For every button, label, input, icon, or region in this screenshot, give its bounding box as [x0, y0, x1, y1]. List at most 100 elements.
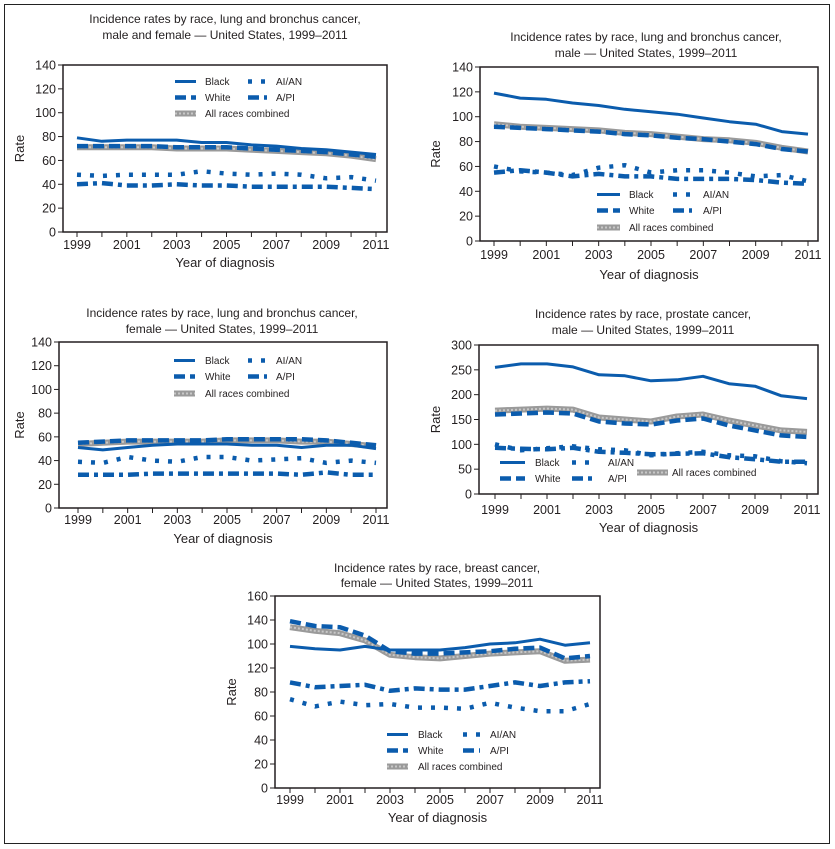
y-tick-label: 60 — [38, 430, 52, 444]
x-tick-label: 2009 — [312, 238, 340, 252]
x-tick-label: 2007 — [689, 503, 717, 517]
series-line-api — [493, 167, 809, 187]
x-tick-label: 2003 — [376, 793, 404, 807]
y-axis-label: Rate — [428, 406, 443, 433]
legend-label-aian: AI/AN — [703, 190, 729, 201]
x-tick-label: 2003 — [163, 513, 191, 527]
series-line-all — [494, 405, 808, 435]
chart-4: Incidence rates by race, breast cancer,f… — [224, 561, 603, 825]
x-tick-label: 2003 — [585, 503, 613, 517]
x-tick-label: 2001 — [532, 248, 560, 262]
x-axis-label: Year of diagnosis — [388, 810, 488, 825]
chart-2: Incidence rates by race, lung and bronch… — [12, 306, 389, 546]
x-tick-label: 2001 — [326, 793, 354, 807]
y-tick-label: 20 — [459, 210, 473, 224]
legend-label-black: Black — [418, 730, 443, 741]
series-line-api — [494, 445, 807, 464]
y-tick-label: 60 — [254, 710, 268, 724]
legend-label-all: All races combined — [629, 223, 713, 234]
y-tick-label: 140 — [452, 61, 473, 75]
chart-3: Incidence rates by race, prostate cancer… — [428, 307, 820, 535]
x-tick-label: 2011 — [363, 238, 390, 252]
series-line-white — [494, 410, 808, 440]
y-tick-label: 140 — [247, 614, 268, 628]
y-tick-label: 140 — [31, 336, 52, 350]
legend-label-white: White — [418, 746, 444, 757]
series-line-black — [77, 442, 377, 452]
legend: Black White AI/AN A/PI All races combined — [500, 458, 756, 485]
y-tick-label: 100 — [452, 110, 473, 124]
y-tick-label: 60 — [42, 154, 56, 168]
chart-1: Incidence rates by race, lung and bronch… — [428, 30, 821, 282]
legend: Black White AI/AN A/PI All races combined — [387, 730, 516, 773]
y-tick-label: 140 — [35, 59, 56, 73]
x-axis-label: Year of diagnosis — [175, 255, 275, 270]
chart-title: male — United States, 1999–2011 — [555, 46, 738, 60]
x-tick-label: 1999 — [64, 513, 92, 527]
x-tick-label: 2011 — [794, 503, 821, 517]
y-tick-label: 20 — [42, 202, 56, 216]
series-line-black — [494, 362, 808, 401]
y-tick-label: 80 — [254, 686, 268, 700]
x-tick-label: 2009 — [741, 503, 769, 517]
legend-label-all: All races combined — [418, 762, 502, 773]
x-axis-label: Year of diagnosis — [599, 267, 699, 282]
x-tick-label: 1999 — [481, 503, 509, 517]
y-tick-label: 40 — [254, 734, 268, 748]
legend-label-aian: AI/AN — [608, 458, 634, 469]
chart-title: male — United States, 1999–2011 — [552, 323, 735, 337]
series-line-black — [493, 91, 809, 136]
legend-label-black: Black — [629, 190, 654, 201]
legend-label-white: White — [205, 372, 231, 383]
y-tick-label: 80 — [38, 407, 52, 421]
y-axis-label: Rate — [12, 135, 27, 162]
x-tick-label: 2005 — [213, 238, 241, 252]
x-tick-label: 2007 — [262, 238, 290, 252]
legend: Black White AI/AN A/PI All races combined — [597, 190, 729, 234]
x-tick-label: 2005 — [426, 793, 454, 807]
legend-label-black: Black — [205, 356, 230, 367]
x-tick-label: 2003 — [163, 238, 191, 252]
legend-label-api: A/PI — [490, 746, 509, 757]
series-line-api — [78, 470, 376, 478]
y-tick-label: 150 — [451, 413, 472, 427]
y-tick-label: 0 — [49, 226, 56, 240]
x-tick-label: 1999 — [276, 793, 304, 807]
x-tick-label: 2003 — [585, 248, 613, 262]
series-line-black — [76, 136, 377, 156]
x-tick-label: 2005 — [213, 513, 241, 527]
chart-title: Incidence rates by race, breast cancer, — [334, 561, 540, 575]
chart-title: Incidence rates by race, lung and bronch… — [89, 12, 361, 26]
series-line-white — [289, 618, 591, 661]
x-tick-label: 2011 — [363, 513, 390, 527]
series-line-aian — [76, 168, 377, 183]
y-tick-label: 120 — [35, 82, 56, 96]
x-tick-label: 1999 — [480, 248, 508, 262]
legend-label-api: A/PI — [703, 206, 722, 217]
legend-label-aian: AI/AN — [490, 730, 516, 741]
y-tick-label: 100 — [247, 638, 268, 652]
x-tick-label: 2005 — [637, 503, 665, 517]
x-tick-label: 2007 — [476, 793, 504, 807]
y-axis-label: Rate — [12, 411, 27, 438]
plot-area — [479, 66, 819, 242]
x-tick-label: 2011 — [795, 248, 822, 262]
x-tick-label: 2005 — [637, 248, 665, 262]
series-line-white — [77, 143, 377, 160]
chart-title: male and female — United States, 1999–20… — [102, 28, 348, 42]
plot-area — [62, 64, 388, 233]
y-tick-label: 160 — [247, 590, 268, 604]
y-tick-label: 0 — [261, 782, 268, 796]
series-line-white — [77, 436, 377, 448]
y-tick-label: 80 — [42, 130, 56, 144]
x-tick-label: 1999 — [63, 238, 91, 252]
y-axis-label: Rate — [224, 678, 239, 705]
x-tick-label: 2011 — [577, 793, 604, 807]
y-tick-label: 0 — [466, 235, 473, 249]
y-tick-label: 0 — [45, 502, 52, 516]
series-line-api — [289, 678, 591, 694]
y-tick-label: 100 — [31, 383, 52, 397]
y-tick-label: 100 — [35, 106, 56, 120]
chart-title: female — United States, 1999–2011 — [341, 576, 534, 590]
